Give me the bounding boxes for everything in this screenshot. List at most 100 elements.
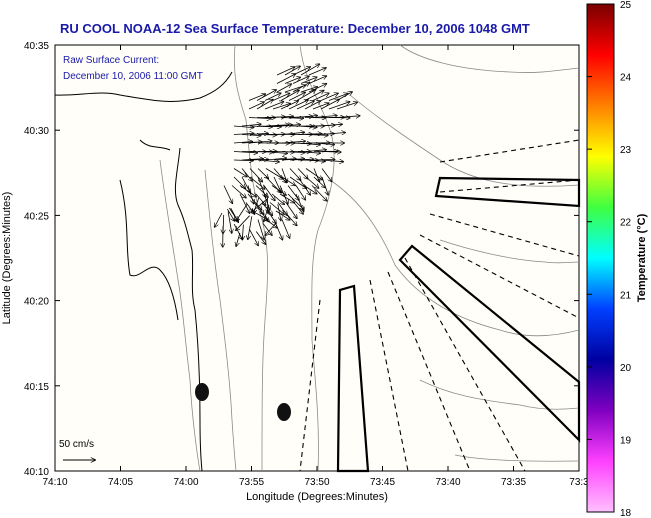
radar-range-lines bbox=[299, 139, 580, 472]
current-vector bbox=[255, 231, 265, 245]
current-vector bbox=[305, 176, 319, 188]
colorbar bbox=[586, 3, 615, 513]
current-vector bbox=[233, 160, 253, 161]
current-vector bbox=[265, 152, 287, 154]
current-vector bbox=[267, 197, 268, 213]
current-vector bbox=[273, 125, 292, 126]
current-vector bbox=[276, 67, 295, 76]
current-vector bbox=[264, 93, 281, 101]
buoy-marker bbox=[195, 383, 209, 401]
current-vector bbox=[227, 208, 234, 221]
current-vector bbox=[215, 212, 223, 227]
y-tick-label: 40:30 bbox=[24, 126, 49, 137]
current-vector bbox=[272, 104, 290, 110]
colorbar-tick-label: 22 bbox=[620, 218, 632, 229]
current-vector bbox=[276, 74, 295, 84]
y-tick-label: 40:20 bbox=[24, 297, 49, 308]
current-vector bbox=[300, 64, 319, 76]
current-vector bbox=[241, 168, 252, 181]
current-vector bbox=[256, 100, 273, 110]
current-vector bbox=[279, 193, 294, 203]
current-vector bbox=[236, 215, 250, 231]
x-tick-label: 73:55 bbox=[239, 477, 264, 488]
current-vector bbox=[300, 77, 317, 84]
current-vector bbox=[293, 202, 303, 215]
current-vector bbox=[271, 193, 284, 204]
current-vector bbox=[247, 185, 254, 204]
current-vector bbox=[249, 229, 259, 246]
current-vector bbox=[257, 126, 281, 127]
current-vector bbox=[281, 219, 290, 239]
current-vector bbox=[296, 90, 316, 101]
current-vector bbox=[336, 116, 360, 118]
current-vector bbox=[265, 158, 286, 160]
current-vector bbox=[304, 101, 320, 110]
current-vector bbox=[255, 185, 268, 198]
current-vector bbox=[312, 93, 329, 101]
current-vector bbox=[297, 152, 320, 154]
current-vector bbox=[272, 93, 290, 101]
current-vector bbox=[313, 159, 335, 160]
current-vector bbox=[313, 143, 334, 145]
current-vector bbox=[249, 141, 272, 143]
current-vector bbox=[280, 90, 299, 101]
current-vector bbox=[280, 118, 303, 119]
current-vector bbox=[273, 159, 296, 160]
current-vector bbox=[295, 193, 304, 211]
current-vector bbox=[328, 102, 350, 110]
current-vector bbox=[264, 102, 284, 110]
current-vector bbox=[273, 219, 283, 240]
current-vector bbox=[303, 185, 317, 194]
x-tick-label: 74:05 bbox=[108, 477, 133, 488]
x-tick-label: 74:10 bbox=[42, 477, 67, 488]
current-vector bbox=[241, 176, 250, 193]
current-vector bbox=[281, 132, 304, 134]
current-vector bbox=[248, 216, 253, 239]
current-vector bbox=[275, 210, 290, 220]
colorbar-tick-label: 21 bbox=[620, 290, 632, 301]
current-vector bbox=[321, 168, 332, 182]
current-vector bbox=[263, 185, 275, 201]
current-vector bbox=[265, 219, 277, 228]
current-vector bbox=[284, 66, 300, 76]
colorbar-tick-label: 19 bbox=[620, 435, 632, 446]
current-vector bbox=[308, 68, 326, 76]
current-vector bbox=[305, 160, 325, 161]
current-vector bbox=[239, 193, 250, 213]
current-vector bbox=[262, 223, 272, 235]
colorbar-tick-label: 25 bbox=[620, 0, 632, 11]
current-label-line2: December 10, 2006 11:00 GMT bbox=[63, 71, 203, 82]
current-vector bbox=[259, 210, 269, 222]
current-vector bbox=[263, 193, 270, 210]
current-vector bbox=[257, 168, 268, 179]
current-vector bbox=[249, 159, 268, 160]
colorbar-tick-label: 24 bbox=[620, 73, 632, 84]
current-vector bbox=[249, 176, 265, 189]
current-vector bbox=[233, 133, 254, 134]
current-vector bbox=[328, 94, 348, 101]
current-vector bbox=[312, 103, 329, 110]
current-vector bbox=[313, 168, 319, 182]
current-vector bbox=[296, 116, 317, 118]
current-vector bbox=[281, 159, 304, 160]
current-vector bbox=[233, 152, 257, 153]
current-vector bbox=[312, 116, 337, 118]
current-vector bbox=[256, 90, 276, 101]
current-vector bbox=[236, 203, 248, 221]
current-vector bbox=[297, 134, 322, 135]
current-vector bbox=[272, 116, 293, 117]
current-vector bbox=[233, 126, 254, 128]
colorbar-tick-label: 20 bbox=[620, 363, 632, 374]
current-vector bbox=[281, 152, 305, 153]
colorbar-ticks: 25 24 23 22 21 20 19 18 bbox=[587, 0, 632, 518]
current-vector bbox=[249, 168, 262, 182]
current-vector bbox=[233, 176, 245, 188]
current-vector bbox=[233, 168, 247, 177]
current-vector bbox=[233, 142, 252, 144]
current-vector bbox=[300, 87, 317, 93]
current-label-line1: Raw Surface Current: bbox=[63, 55, 159, 66]
current-vector bbox=[288, 92, 305, 101]
y-axis-label: Latitude (Degrees:Minutes) bbox=[1, 192, 13, 325]
current-vector bbox=[313, 176, 325, 188]
current-vector bbox=[281, 176, 295, 185]
